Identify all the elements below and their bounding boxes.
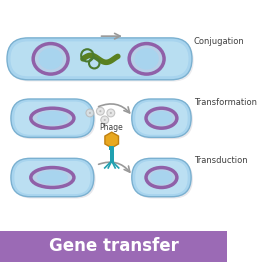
FancyBboxPatch shape <box>135 161 188 194</box>
Ellipse shape <box>33 44 68 74</box>
FancyBboxPatch shape <box>109 146 114 150</box>
FancyBboxPatch shape <box>11 99 94 137</box>
Text: Transduction: Transduction <box>194 156 247 165</box>
Circle shape <box>99 110 101 112</box>
FancyBboxPatch shape <box>11 158 94 197</box>
FancyBboxPatch shape <box>132 158 191 197</box>
Ellipse shape <box>37 170 68 185</box>
Polygon shape <box>105 132 119 148</box>
FancyBboxPatch shape <box>132 99 191 137</box>
Ellipse shape <box>37 111 68 125</box>
Text: Gene transfer: Gene transfer <box>49 237 178 255</box>
FancyBboxPatch shape <box>14 161 90 194</box>
FancyBboxPatch shape <box>134 160 193 199</box>
FancyBboxPatch shape <box>13 101 96 139</box>
Text: Transformation: Transformation <box>194 98 257 107</box>
Ellipse shape <box>146 167 177 188</box>
FancyBboxPatch shape <box>14 102 90 135</box>
Ellipse shape <box>150 111 173 125</box>
Circle shape <box>101 116 109 124</box>
Ellipse shape <box>134 48 159 69</box>
FancyBboxPatch shape <box>134 101 193 139</box>
Ellipse shape <box>146 108 177 128</box>
FancyBboxPatch shape <box>7 38 192 80</box>
Ellipse shape <box>31 108 74 128</box>
FancyBboxPatch shape <box>9 40 194 81</box>
Circle shape <box>107 109 115 117</box>
Circle shape <box>110 112 112 114</box>
Text: Phage: Phage <box>100 123 123 132</box>
FancyBboxPatch shape <box>0 231 227 262</box>
Text: Conjugation: Conjugation <box>194 37 244 46</box>
Circle shape <box>104 119 106 121</box>
Circle shape <box>89 112 91 114</box>
Ellipse shape <box>129 44 164 74</box>
FancyBboxPatch shape <box>13 160 96 199</box>
Circle shape <box>86 109 94 117</box>
FancyBboxPatch shape <box>109 150 114 163</box>
Ellipse shape <box>38 48 63 69</box>
FancyBboxPatch shape <box>10 41 188 76</box>
Ellipse shape <box>31 167 74 188</box>
Ellipse shape <box>150 170 173 185</box>
FancyBboxPatch shape <box>135 102 188 135</box>
Circle shape <box>96 107 104 115</box>
